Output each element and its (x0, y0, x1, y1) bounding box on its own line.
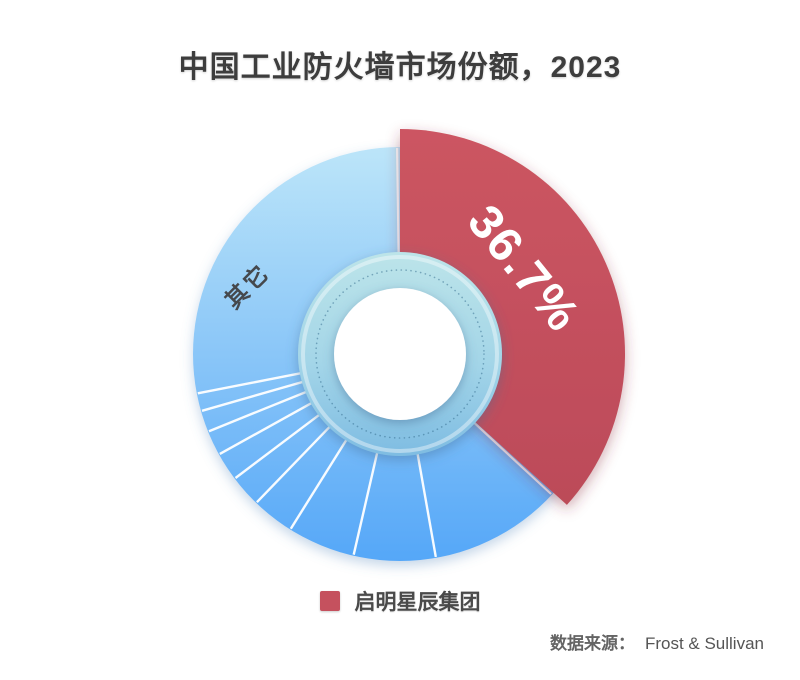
hub-dotted-ring (315, 269, 485, 439)
legend-label: 启明星辰集团 (354, 591, 481, 614)
hub-bevel (301, 255, 499, 453)
source-value: Frost & Sullivan (644, 634, 764, 653)
slice-divider (352, 446, 380, 555)
legend: 启明星辰集团 (0, 586, 800, 616)
slice-gap (468, 417, 552, 495)
slice-divider (256, 421, 335, 504)
slice-divider (289, 433, 351, 530)
slice-qiming (400, 129, 626, 505)
chart-title: 中国工业防火墙市场份额，2023 (178, 51, 622, 84)
data-source: 数据来源： Frost & Sullivan (550, 629, 764, 654)
slice-gap (396, 147, 400, 260)
slice-divider (201, 379, 310, 412)
legend-swatch (319, 591, 340, 611)
slice-divider (415, 447, 437, 558)
slice-divider (219, 399, 318, 455)
slice-divider (234, 410, 325, 479)
source-label: 数据来源： (549, 634, 635, 653)
slice-divider (197, 370, 307, 395)
slice-divider (208, 388, 313, 433)
hub-center (334, 288, 466, 420)
